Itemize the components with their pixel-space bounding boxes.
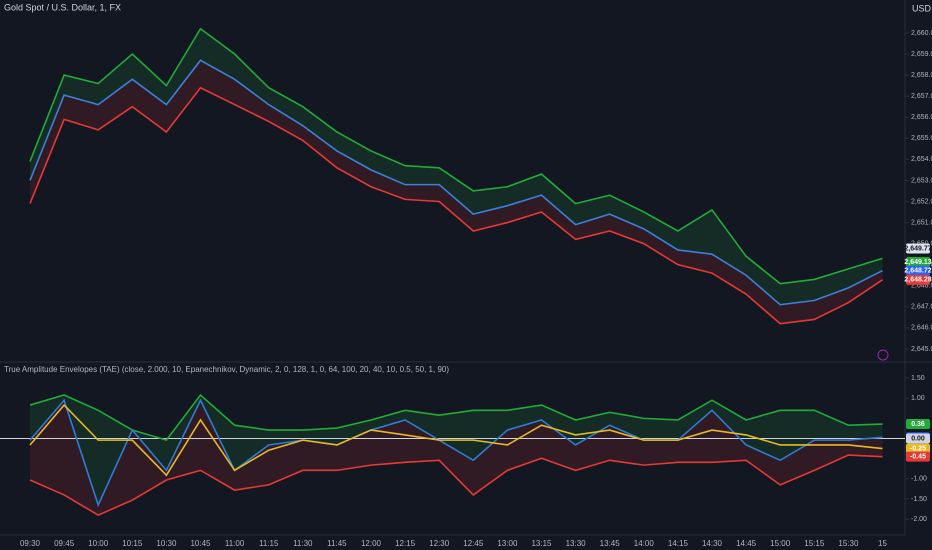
y-tick-label: -1.00 [911, 476, 927, 483]
series-line [29, 59, 883, 306]
x-tick-label: 14:45 [736, 539, 757, 548]
x-tick-label: 10:45 [190, 539, 211, 548]
series-line [29, 86, 883, 325]
y-tick-label: 2,654.00 [911, 156, 932, 163]
series-line [29, 398, 883, 508]
chart-title: Gold Spot / U.S. Dollar, 1, FX [4, 2, 121, 12]
price-tag-label: 2,649.13 [904, 259, 931, 266]
x-tick-label: 13:45 [600, 539, 621, 548]
price-tag-label: 2,648.28 [904, 277, 931, 284]
price-tag [906, 256, 930, 267]
x-tick-label: 11:00 [225, 539, 245, 548]
price-tag [906, 265, 930, 276]
price-tag [906, 274, 930, 285]
x-tick-label: 09:45 [54, 539, 75, 548]
x-tick-label: 14:30 [702, 539, 723, 548]
price-tag-label: -0.25 [910, 445, 926, 452]
y-tick-label: 2,657.00 [911, 93, 932, 100]
y-tick-label: 2,646.00 [911, 325, 932, 332]
alert-icon[interactable] [877, 349, 889, 361]
x-tick-label: 12:00 [361, 539, 382, 548]
x-tick-label: 12:15 [395, 539, 416, 548]
y-tick-label: 1.00 [911, 395, 925, 402]
x-tick-label: 11:15 [259, 539, 279, 548]
upper-band-fill [30, 28, 883, 305]
x-tick-label: 12:45 [463, 539, 484, 548]
price-tag [906, 443, 930, 454]
x-tick-label: 14:00 [634, 539, 655, 548]
x-tick-label: 11:30 [293, 539, 313, 548]
x-tick-label: 15:30 [838, 539, 859, 548]
series-line [29, 454, 883, 516]
x-tick-label: 12:30 [429, 539, 450, 548]
lower-band-fill [30, 60, 883, 324]
currency: USD [912, 3, 932, 13]
y-tick-label: 2,647.00 [911, 304, 932, 311]
x-tick-label: 13:00 [497, 539, 518, 548]
lower-band-fill [30, 400, 883, 516]
x-tick-label: 11:45 [327, 539, 347, 548]
y-tick-label: -1.50 [911, 496, 927, 503]
y-tick-label: 2,655.00 [911, 135, 932, 142]
price-tag-label: 2,649.77 [904, 245, 931, 252]
series-line [29, 393, 883, 442]
x-tick-label: 15 [878, 539, 887, 548]
x-tick-label: 15:00 [770, 539, 791, 548]
indicator-title: True Amplitude Envelopes (TAE) (close, 2… [4, 365, 449, 374]
price-tag-label: -0.45 [910, 454, 926, 461]
y-tick-label: 2,658.00 [911, 72, 932, 79]
x-tick-label: 10:15 [122, 539, 143, 548]
x-tick-label: 10:00 [88, 539, 109, 548]
x-tick-label: 15:15 [804, 539, 825, 548]
price-tag [906, 419, 930, 430]
price-tag-label: 0.36 [911, 421, 925, 428]
y-tick-label: 2,648.00 [911, 283, 932, 290]
price-tag [906, 451, 930, 462]
y-tick-label: 2,659.00 [911, 51, 932, 58]
price-tag-label: 0.00 [911, 435, 925, 442]
price-tag [906, 243, 930, 254]
y-tick-label: 2,656.00 [911, 114, 932, 121]
price-tag-label: 2,648.72 [904, 267, 931, 274]
y-tick-label: 2,653.00 [911, 177, 932, 184]
y-tick-label: 1.50 [911, 375, 925, 382]
y-tick-label: -2.00 [911, 516, 927, 523]
x-tick-label: 10:30 [156, 539, 177, 548]
x-tick-label: 13:15 [531, 539, 552, 548]
price-tag [906, 433, 930, 444]
x-tick-label: 09:30 [20, 539, 41, 548]
x-tick-label: 13:30 [566, 539, 587, 548]
x-tick-label: 14:15 [668, 539, 689, 548]
series-line [29, 403, 883, 477]
y-tick-label: 2,651.00 [911, 219, 932, 226]
series-line [29, 27, 883, 285]
y-tick-label: 2,660.00 [911, 30, 932, 37]
y-tick-label: 2,645.00 [911, 346, 932, 353]
y-tick-label: 2,652.00 [911, 198, 932, 205]
